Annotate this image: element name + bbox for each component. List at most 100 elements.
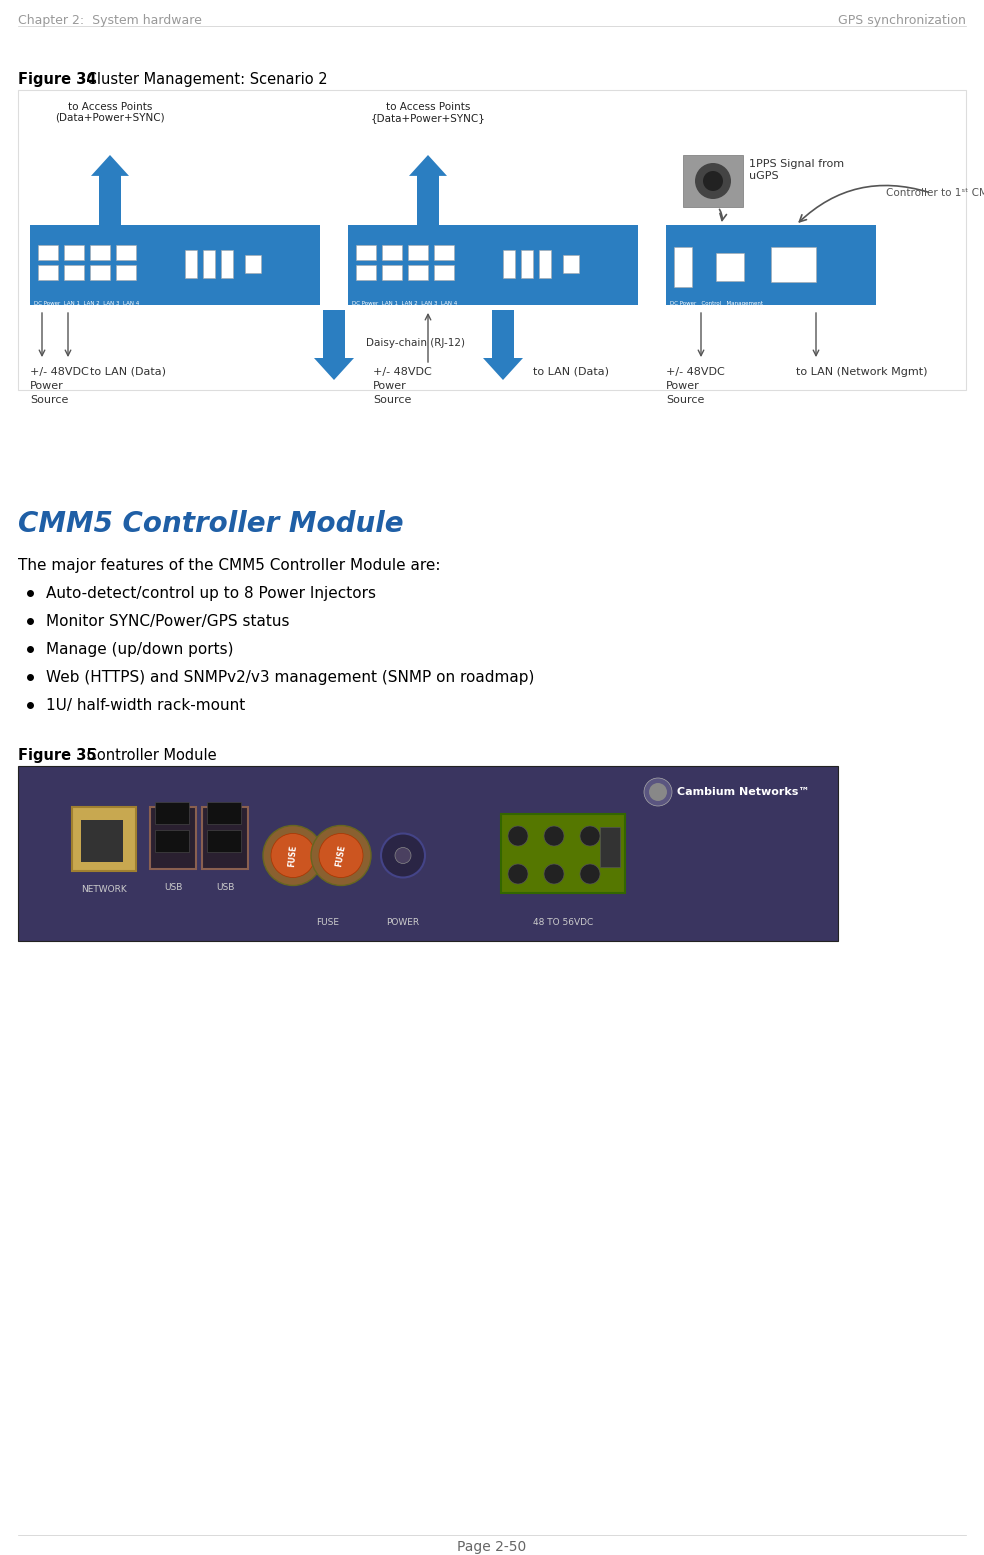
FancyBboxPatch shape bbox=[203, 250, 215, 278]
Circle shape bbox=[544, 865, 564, 883]
FancyBboxPatch shape bbox=[683, 156, 743, 207]
Text: Power: Power bbox=[373, 381, 406, 390]
FancyBboxPatch shape bbox=[38, 246, 58, 260]
Text: Power: Power bbox=[666, 381, 700, 390]
Text: to LAN (Data): to LAN (Data) bbox=[90, 367, 166, 376]
FancyBboxPatch shape bbox=[90, 264, 110, 280]
FancyBboxPatch shape bbox=[64, 246, 84, 260]
Text: to Access Points: to Access Points bbox=[386, 103, 470, 112]
FancyBboxPatch shape bbox=[116, 246, 136, 260]
FancyBboxPatch shape bbox=[72, 807, 136, 871]
FancyBboxPatch shape bbox=[18, 767, 838, 941]
Polygon shape bbox=[91, 156, 129, 225]
FancyBboxPatch shape bbox=[38, 264, 58, 280]
FancyBboxPatch shape bbox=[382, 264, 402, 280]
Circle shape bbox=[381, 833, 425, 877]
Text: Manage (up/down ports): Manage (up/down ports) bbox=[46, 642, 233, 658]
FancyBboxPatch shape bbox=[245, 255, 261, 274]
FancyBboxPatch shape bbox=[503, 250, 515, 278]
FancyBboxPatch shape bbox=[90, 246, 110, 260]
Text: Daisy-chain (RJ-12): Daisy-chain (RJ-12) bbox=[366, 337, 465, 348]
Text: to LAN (Data): to LAN (Data) bbox=[533, 367, 609, 376]
Text: DC Power  LAN 1  LAN 2  LAN 3  LAN 4: DC Power LAN 1 LAN 2 LAN 3 LAN 4 bbox=[34, 302, 140, 306]
FancyBboxPatch shape bbox=[434, 264, 454, 280]
Text: POWER: POWER bbox=[387, 917, 419, 927]
Text: CMM5 Controller Module: CMM5 Controller Module bbox=[18, 510, 403, 538]
FancyBboxPatch shape bbox=[150, 807, 196, 869]
Text: GPS synchronization: GPS synchronization bbox=[838, 14, 966, 26]
Text: Controller Module: Controller Module bbox=[82, 748, 216, 764]
Circle shape bbox=[544, 826, 564, 846]
FancyBboxPatch shape bbox=[30, 225, 320, 305]
FancyBboxPatch shape bbox=[202, 807, 248, 869]
Text: FUSE: FUSE bbox=[317, 917, 339, 927]
FancyBboxPatch shape bbox=[116, 264, 136, 280]
Text: Controller to 1ˢᵗ CMM5: Controller to 1ˢᵗ CMM5 bbox=[886, 188, 984, 197]
FancyBboxPatch shape bbox=[716, 253, 744, 281]
Text: Figure 34: Figure 34 bbox=[18, 72, 96, 87]
FancyBboxPatch shape bbox=[563, 255, 579, 274]
Text: Source: Source bbox=[373, 395, 411, 404]
Text: FUSE: FUSE bbox=[287, 844, 298, 868]
Circle shape bbox=[580, 865, 600, 883]
Circle shape bbox=[695, 163, 731, 199]
FancyBboxPatch shape bbox=[771, 247, 816, 281]
FancyBboxPatch shape bbox=[674, 247, 692, 288]
FancyBboxPatch shape bbox=[348, 225, 638, 305]
FancyBboxPatch shape bbox=[207, 802, 241, 824]
Circle shape bbox=[508, 826, 528, 846]
Text: +/- 48VDC: +/- 48VDC bbox=[373, 367, 432, 376]
Polygon shape bbox=[409, 156, 447, 225]
Text: 48 TO 56VDC: 48 TO 56VDC bbox=[533, 917, 593, 927]
Circle shape bbox=[508, 865, 528, 883]
Circle shape bbox=[311, 826, 371, 885]
Text: NETWORK: NETWORK bbox=[81, 885, 127, 894]
Text: Cluster Management: Scenario 2: Cluster Management: Scenario 2 bbox=[82, 72, 328, 87]
FancyBboxPatch shape bbox=[501, 813, 625, 893]
Text: Auto-detect/control up to 8 Power Injectors: Auto-detect/control up to 8 Power Inject… bbox=[46, 586, 376, 600]
FancyBboxPatch shape bbox=[600, 827, 620, 868]
Text: Cambium Networks™: Cambium Networks™ bbox=[677, 787, 809, 798]
Text: {Data+Power+SYNC}: {Data+Power+SYNC} bbox=[371, 114, 485, 123]
FancyBboxPatch shape bbox=[382, 246, 402, 260]
Text: Figure 35: Figure 35 bbox=[18, 748, 96, 764]
Circle shape bbox=[319, 833, 363, 877]
FancyBboxPatch shape bbox=[521, 250, 533, 278]
FancyBboxPatch shape bbox=[155, 830, 189, 852]
Circle shape bbox=[263, 826, 323, 885]
Text: USB: USB bbox=[163, 883, 182, 893]
FancyBboxPatch shape bbox=[356, 246, 376, 260]
FancyBboxPatch shape bbox=[539, 250, 551, 278]
Text: DC Power   Control   Management: DC Power Control Management bbox=[670, 302, 763, 306]
Polygon shape bbox=[314, 309, 354, 379]
FancyBboxPatch shape bbox=[434, 246, 454, 260]
FancyBboxPatch shape bbox=[81, 819, 123, 861]
Text: FUSE: FUSE bbox=[335, 844, 347, 868]
Text: Page 2-50: Page 2-50 bbox=[458, 1539, 526, 1553]
FancyBboxPatch shape bbox=[408, 264, 428, 280]
Text: Chapter 2:  System hardware: Chapter 2: System hardware bbox=[18, 14, 202, 26]
Text: Web (HTTPS) and SNMPv2/v3 management (SNMP on roadmap): Web (HTTPS) and SNMPv2/v3 management (SN… bbox=[46, 670, 534, 686]
Circle shape bbox=[644, 778, 672, 805]
FancyBboxPatch shape bbox=[18, 90, 966, 390]
FancyBboxPatch shape bbox=[356, 264, 376, 280]
FancyBboxPatch shape bbox=[408, 246, 428, 260]
Text: +/- 48VDC: +/- 48VDC bbox=[30, 367, 89, 376]
Polygon shape bbox=[483, 309, 523, 379]
Text: +/- 48VDC: +/- 48VDC bbox=[666, 367, 725, 376]
Text: 1PPS Signal from
uGPS: 1PPS Signal from uGPS bbox=[749, 159, 844, 180]
Circle shape bbox=[649, 784, 667, 801]
Text: Monitor SYNC/Power/GPS status: Monitor SYNC/Power/GPS status bbox=[46, 614, 289, 630]
FancyBboxPatch shape bbox=[207, 830, 241, 852]
Text: Source: Source bbox=[30, 395, 68, 404]
Text: The major features of the CMM5 Controller Module are:: The major features of the CMM5 Controlle… bbox=[18, 558, 441, 572]
Text: DC Power  LAN 1  LAN 2  LAN 3  LAN 4: DC Power LAN 1 LAN 2 LAN 3 LAN 4 bbox=[352, 302, 458, 306]
Text: Source: Source bbox=[666, 395, 705, 404]
FancyBboxPatch shape bbox=[64, 264, 84, 280]
FancyArrowPatch shape bbox=[799, 185, 928, 222]
FancyBboxPatch shape bbox=[221, 250, 233, 278]
Circle shape bbox=[580, 826, 600, 846]
Text: to LAN (Network Mgmt): to LAN (Network Mgmt) bbox=[796, 367, 928, 376]
Text: to Access Points: to Access Points bbox=[68, 103, 153, 112]
FancyBboxPatch shape bbox=[666, 225, 876, 305]
